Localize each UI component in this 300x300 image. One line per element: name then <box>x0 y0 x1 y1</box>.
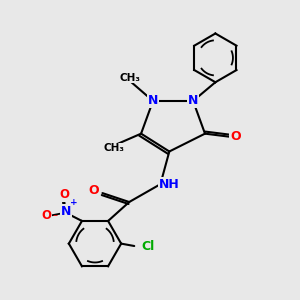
Text: O: O <box>89 184 99 196</box>
Text: Cl: Cl <box>141 239 154 253</box>
Text: O: O <box>230 130 241 143</box>
Text: CH₃: CH₃ <box>120 73 141 83</box>
Text: N: N <box>60 205 71 218</box>
Text: O: O <box>42 209 52 222</box>
Text: +: + <box>70 198 78 207</box>
Text: CH₃: CH₃ <box>104 143 125 153</box>
Text: N: N <box>188 94 198 107</box>
Text: N: N <box>148 94 158 107</box>
Text: ⁻: ⁻ <box>52 213 58 223</box>
Text: O: O <box>59 188 69 201</box>
Text: NH: NH <box>159 178 180 191</box>
